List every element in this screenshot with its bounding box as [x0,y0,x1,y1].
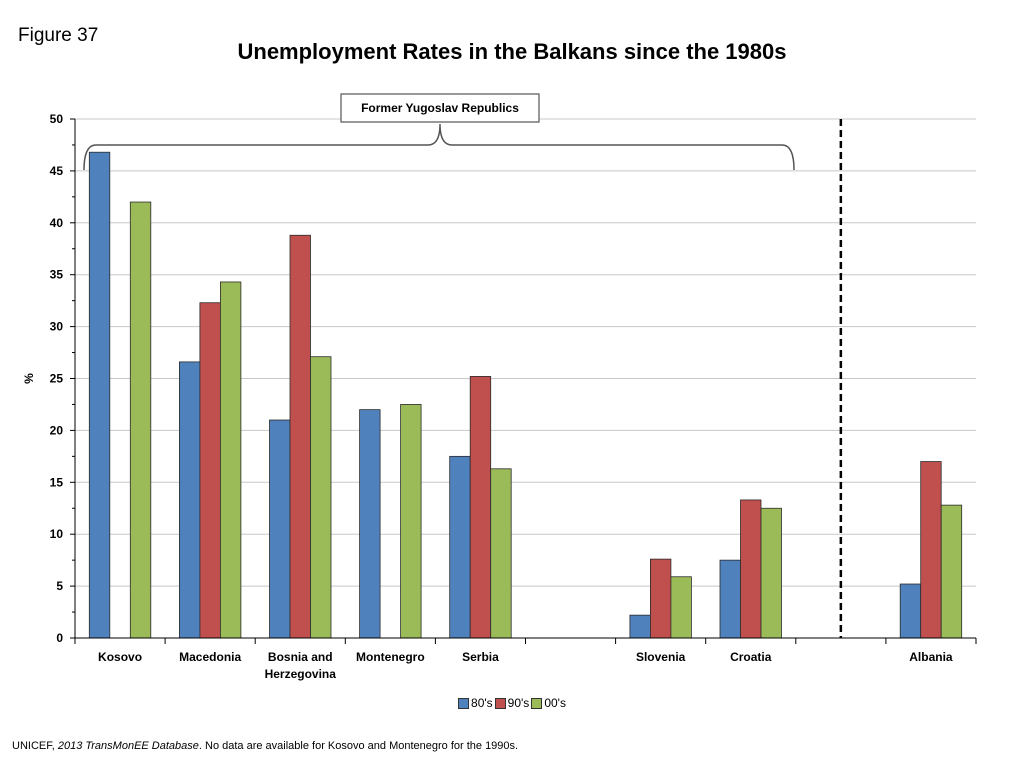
x-tick-label: Montenegro [356,650,425,664]
bar [449,455,471,639]
bar [760,507,782,639]
y-tick-label: 30 [50,320,64,334]
bar [129,201,152,639]
legend-label: 00's [544,696,566,710]
bar [650,558,672,639]
legend-label: 90's [507,696,530,710]
annotation-box [340,93,540,123]
x-tick-label: Slovenia [636,650,686,664]
bar [310,356,332,639]
bar [629,614,651,639]
footnote-prefix: UNICEF, [12,740,58,752]
y-tick-label: 35 [50,268,64,282]
y-tick-label: 15 [50,475,64,489]
x-tick-label: Croatia [730,650,772,664]
legend: 80's 90's 00's [0,696,1024,712]
y-tick-label: 20 [50,423,64,437]
bar [490,468,512,639]
bar [940,504,963,639]
legend-label: 80's [471,696,493,710]
footnote-source: 2013 TransMonEE Database [57,740,199,752]
bar [740,499,762,639]
bar [469,376,492,639]
y-tick-label: 45 [50,164,64,178]
legend-swatch [458,697,470,709]
x-tick-label: Albania [909,650,953,664]
x-tick-label: Kosovo [98,650,142,664]
y-tick-label: 50 [50,112,64,126]
annotation-text: Former Yugoslav Republics [361,101,519,115]
legend-item: 00's [531,696,566,710]
legend-swatch [531,697,543,709]
bar [920,461,942,639]
x-tick-label: Macedonia [179,650,241,664]
footnote: UNICEF, 2013 TransMonEE Database. No dat… [12,740,518,752]
y-tick-label: 0 [56,631,63,645]
footnote-suffix: . No data are available for Kosovo and M… [198,740,519,752]
bar [400,404,422,639]
chart-title: Unemployment Rates in the Balkans since … [237,39,787,64]
y-tick-label: 5 [56,579,63,593]
bar [670,576,692,639]
y-tick-label: 10 [50,527,64,541]
legend-item: 90's [494,696,530,710]
x-tick-label: Serbia [462,650,499,664]
bar [88,151,111,639]
x-tick-label: Herzegovina [265,667,337,681]
legend-item: 80's [458,696,493,710]
legend-swatch [494,697,506,709]
y-tick-label: 40 [50,216,64,230]
bar [199,302,221,639]
figure-label: Figure 37 [18,25,99,46]
bar [219,281,242,639]
bar [899,583,922,639]
bar [269,419,291,639]
bar [178,361,201,639]
x-tick-label: Bosnia and [268,650,333,664]
bracket [83,123,795,171]
y-tick-label: 25 [50,372,64,386]
y-axis-label: % [22,373,36,384]
bar [359,409,381,639]
bar [719,559,741,639]
bar [289,234,311,639]
